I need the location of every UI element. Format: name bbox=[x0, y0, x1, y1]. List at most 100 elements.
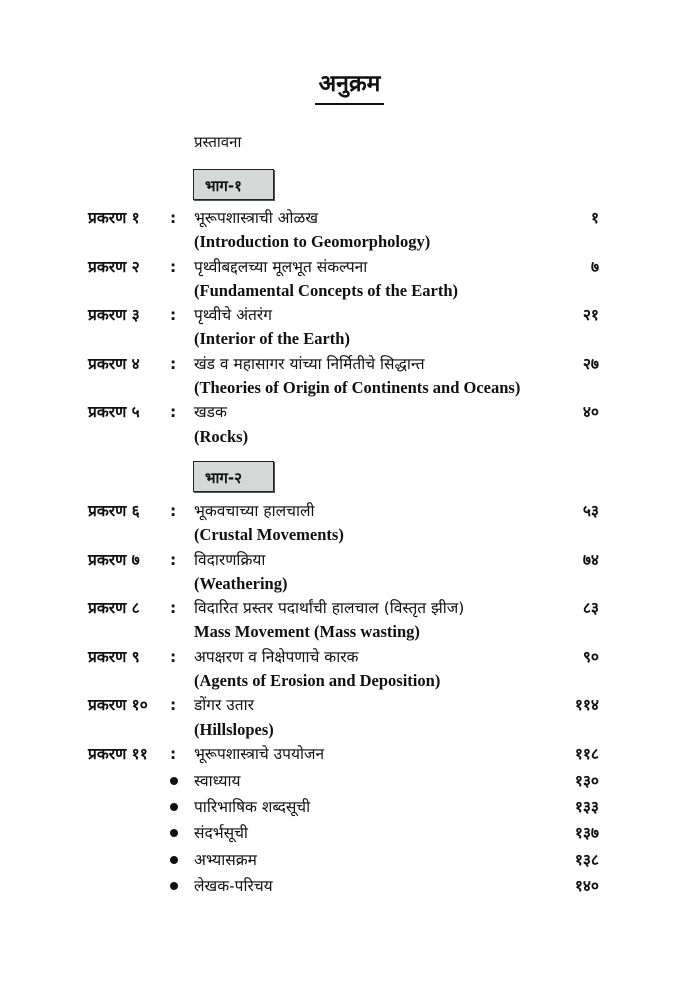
page-number: २७ bbox=[582, 354, 599, 373]
separator-colon: : bbox=[170, 647, 177, 666]
chapter-number: प्रकरण २ bbox=[88, 257, 140, 276]
chapter-english-title: (Crustal Movements) bbox=[194, 525, 344, 545]
chapter-english-row: (Weathering) bbox=[0, 572, 699, 596]
chapter-number: प्रकरण १ bbox=[88, 209, 140, 227]
page-number: १३३ bbox=[574, 798, 599, 817]
separator-colon: : bbox=[170, 550, 177, 569]
part-2-box: भाग-२ bbox=[193, 461, 274, 492]
chapter-english-title: (Theories of Origin of Continents and Oc… bbox=[194, 378, 521, 398]
chapter-english-row: (Agents of Erosion and Deposition) bbox=[0, 669, 699, 693]
page-number: १३७ bbox=[574, 824, 599, 843]
chapter-number: प्रकरण ९ bbox=[88, 647, 140, 666]
chapter-number: प्रकरण ४ bbox=[88, 354, 140, 373]
chapter-number: प्रकरण ६ bbox=[88, 502, 140, 520]
chapter-title: अपक्षरण व निक्षेपणाचे कारक bbox=[194, 647, 359, 666]
page-number: ८३ bbox=[582, 599, 599, 618]
chapter-title: भूरूपशास्त्राचे उपयोजन bbox=[194, 744, 325, 763]
chapter-title: खडक bbox=[194, 403, 227, 422]
separator-colon: : bbox=[170, 599, 177, 618]
separator-colon: : bbox=[170, 354, 177, 373]
table-row-chapter[interactable]: प्रकरण १: भूरूपशास्त्राची ओळख १ bbox=[0, 206, 699, 230]
table-row-chapter[interactable]: प्रकरण ९: अपक्षरण व निक्षेपणाचे कारक ९० bbox=[0, 645, 699, 669]
bullet-icon bbox=[170, 829, 178, 838]
list-item[interactable]: पारिभाषिक शब्दसूची १३३ bbox=[0, 794, 699, 820]
table-row-chapter[interactable]: प्रकरण ६: भूकवचाच्या हालचाली ५३ bbox=[0, 499, 699, 523]
chapter-number: प्रकरण ११ bbox=[88, 744, 148, 763]
table-row-chapter[interactable]: प्रकरण ३: पृथ्वीचे अंतरंग २१ bbox=[0, 303, 699, 327]
page-number: ११८ bbox=[574, 744, 599, 763]
page-title: अनुक्रम bbox=[0, 66, 699, 105]
part-1-chapters: प्रकरण १: भूरूपशास्त्राची ओळख १ (Introducti… bbox=[0, 206, 699, 449]
table-row-chapter[interactable]: प्रकरण ४: खंड व महासागर यांच्या निर्मितीच… bbox=[0, 352, 699, 376]
table-row-chapter[interactable]: प्रकरण २: पृथ्वीबद्दलच्या मूलभूत संकल्पना… bbox=[0, 255, 699, 279]
chapter-english-row: Mass Movement (Mass wasting) bbox=[0, 620, 699, 644]
list-item[interactable]: अभ्यासक्रम १३८ bbox=[0, 847, 699, 873]
separator-colon: : bbox=[170, 696, 177, 715]
chapter-english-title: (Introduction to Geomorphology) bbox=[194, 232, 431, 252]
appendix-title: अभ्यासक्रम bbox=[194, 850, 257, 869]
chapter-english-row: (Interior of the Earth) bbox=[0, 327, 699, 351]
chapter-english-row: (Fundamental Concepts of the Earth) bbox=[0, 279, 699, 303]
appendix-title: लेखक-परिचय bbox=[194, 876, 273, 895]
chapter-number: प्रकरण ३ bbox=[88, 306, 140, 325]
list-item[interactable]: स्वाध्याय १३० bbox=[0, 768, 699, 794]
page-number: ४० bbox=[582, 403, 599, 422]
table-row-chapter[interactable]: प्रकरण १०: डोंगर उतार ११४ bbox=[0, 693, 699, 717]
page-number: १ bbox=[590, 209, 599, 227]
page-number: १४० bbox=[574, 876, 599, 895]
appendix-title: संदर्भसूची bbox=[194, 824, 248, 843]
chapter-english-row: (Introduction to Geomorphology) bbox=[0, 230, 699, 254]
chapter-number: प्रकरण १० bbox=[88, 696, 148, 715]
chapter-english-row: (Rocks) bbox=[0, 425, 699, 449]
separator-colon: : bbox=[170, 209, 177, 227]
page-number: १३० bbox=[574, 772, 599, 790]
separator-colon: : bbox=[170, 257, 177, 276]
chapter-english-title: (Agents of Erosion and Deposition) bbox=[194, 671, 441, 691]
chapter-english-row: (Theories of Origin of Continents and Oc… bbox=[0, 376, 699, 400]
chapter-number: प्रकरण ८ bbox=[88, 599, 140, 618]
appendix-list: स्वाध्याय १३० पारिभाषिक शब्दसूची १३३ संदर्भस… bbox=[0, 768, 699, 899]
chapter-title: पृथ्वीचे अंतरंग bbox=[194, 306, 272, 325]
page-number: ५३ bbox=[582, 502, 599, 520]
separator-colon: : bbox=[170, 306, 177, 325]
appendix-title: स्वाध्याय bbox=[194, 772, 241, 790]
chapter-english-title: (Weathering) bbox=[194, 573, 288, 593]
chapter-title: डोंगर उतार bbox=[194, 696, 254, 715]
chapter-title: भूरूपशास्त्राची ओळख bbox=[194, 209, 318, 227]
part-2-chapters: प्रकरण ६: भूकवचाच्या हालचाली ५३ (Crustal Mo… bbox=[0, 499, 699, 766]
bullet-icon bbox=[170, 777, 178, 785]
table-row-chapter[interactable]: प्रकरण ८: विदारित प्रस्तर पदार्थांची हालच… bbox=[0, 596, 699, 620]
page-number: ७ bbox=[590, 257, 599, 276]
chapter-english-title: (Rocks) bbox=[194, 426, 249, 446]
list-item[interactable]: लेखक-परिचय १४० bbox=[0, 873, 699, 899]
chapter-english-row: (Crustal Movements) bbox=[0, 523, 699, 547]
chapter-title: भूकवचाच्या हालचाली bbox=[194, 502, 315, 520]
chapter-english-title: Mass Movement (Mass wasting) bbox=[194, 622, 420, 642]
chapter-english-title: (Hillslopes) bbox=[194, 719, 274, 739]
chapter-english-title: (Fundamental Concepts of the Earth) bbox=[194, 280, 458, 300]
chapter-title: विदारणक्रिया bbox=[194, 550, 266, 569]
chapter-number: प्रकरण ७ bbox=[88, 550, 140, 569]
part-1-box: भाग-१ bbox=[193, 169, 274, 200]
page-number: ९० bbox=[582, 647, 599, 666]
separator-colon: : bbox=[170, 502, 177, 520]
bullet-icon bbox=[170, 803, 178, 812]
bullet-icon bbox=[170, 855, 178, 864]
table-row-chapter[interactable]: प्रकरण ११: भूरूपशास्त्राचे उपयोजन ११८ bbox=[0, 742, 699, 766]
chapter-title: खंड व महासागर यांच्या निर्मितीचे सिद्धान… bbox=[194, 354, 425, 373]
appendix-title: पारिभाषिक शब्दसूची bbox=[194, 798, 311, 817]
list-item[interactable]: संदर्भसूची १३७ bbox=[0, 820, 699, 846]
page-number: ११४ bbox=[574, 696, 599, 715]
table-row-chapter[interactable]: प्रकरण ७: विदारणक्रिया ७४ bbox=[0, 548, 699, 572]
table-row-chapter[interactable]: प्रकरण ५: खडक ४० bbox=[0, 400, 699, 424]
separator-colon: : bbox=[170, 403, 177, 422]
page-number: १३८ bbox=[574, 850, 599, 869]
page-number: २१ bbox=[582, 306, 599, 325]
chapter-title: विदारित प्रस्तर पदार्थांची हालचाल (विस्त… bbox=[194, 599, 465, 618]
chapter-english-title: (Interior of the Earth) bbox=[194, 329, 350, 349]
chapter-english-row: (Hillslopes) bbox=[0, 718, 699, 742]
chapter-number: प्रकरण ५ bbox=[88, 403, 140, 422]
separator-colon: : bbox=[170, 744, 177, 763]
toc-entry-preface[interactable]: प्रस्तावना bbox=[194, 133, 242, 151]
page-number: ७४ bbox=[582, 550, 599, 569]
